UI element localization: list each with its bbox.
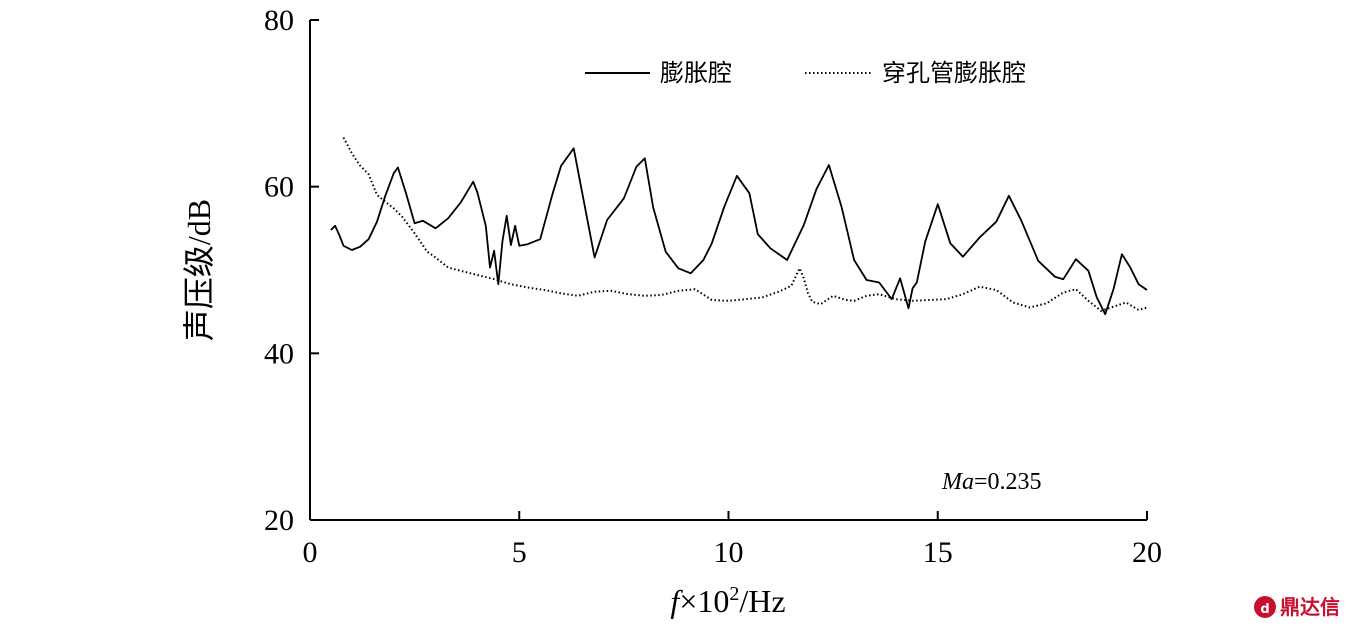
y-tick-label-0: 20 — [264, 504, 294, 537]
y-tick-label-1: 40 — [264, 337, 294, 370]
legend: 膨胀腔 穿孔管膨胀腔 — [585, 59, 1026, 87]
y-tick-label-2: 60 — [264, 171, 294, 204]
x-tick-label-1: 5 — [512, 536, 527, 569]
x-tick-label-0: 0 — [303, 536, 318, 569]
tick-labels: 0 5 10 15 20 20 40 60 80 — [264, 4, 1162, 569]
axis-ticks — [309, 19, 1148, 521]
series-line-2 — [342, 137, 1148, 312]
series-line-1 — [330, 147, 1148, 316]
legend-label-2: 穿孔管膨胀腔 — [882, 59, 1026, 87]
watermark-logo-icon — [1254, 596, 1276, 618]
series-layer — [330, 137, 1148, 316]
x-tick-label-2: 10 — [714, 536, 744, 569]
watermark: d 鼎达信 — [1254, 595, 1340, 619]
x-tick-label-3: 15 — [923, 536, 953, 569]
chart-axes — [309, 20, 1147, 521]
watermark-text: 鼎达信 — [1280, 595, 1340, 619]
y-axis-title: 声压级/dB — [181, 199, 217, 341]
legend-label-1: 膨胀腔 — [660, 59, 732, 87]
x-axis-title: f×102/Hz — [670, 583, 785, 619]
mach-annotation: Ma=0.235 — [941, 469, 1042, 495]
x-tick-label-4: 20 — [1132, 536, 1162, 569]
y-tick-label-3: 80 — [264, 4, 294, 37]
watermark-logo-glyph: d — [1260, 602, 1269, 617]
